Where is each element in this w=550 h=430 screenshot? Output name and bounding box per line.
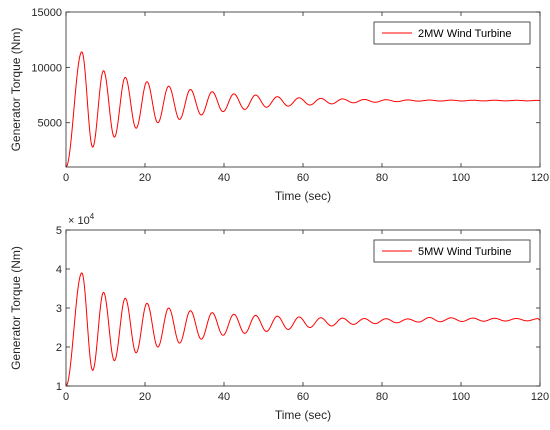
x-tick-label: 40 [218, 172, 230, 184]
y-tick-label: 5 [56, 225, 62, 237]
series-line-2mw [65, 51, 541, 168]
series-line-5mw [65, 272, 541, 387]
x-tick-label: 40 [218, 391, 230, 403]
ticks: 0 20 40 60 80 100 120 5000 10000 15000 [31, 7, 549, 184]
legend-entry-5mw: 5MW Wind Turbine [418, 246, 512, 258]
legend-box [373, 21, 531, 45]
y-axis-label: Generator Torque (Nm) [9, 246, 23, 370]
x-tick-label: 0 [63, 391, 69, 403]
legend: 5MW Wind Turbine [373, 239, 531, 263]
x-tick-label: 60 [297, 172, 309, 184]
x-tick-label: 120 [531, 172, 549, 184]
x-tick-label: 20 [139, 391, 151, 403]
y-tick-label: 10000 [31, 62, 62, 74]
y-tick-label: 5000 [38, 118, 62, 130]
y-tick-label: 2 [56, 342, 62, 354]
x-tick-label: 100 [452, 172, 470, 184]
y-tick-label: 15000 [31, 7, 62, 19]
y-tick-label: 1 [56, 381, 62, 393]
legend: 2MW Wind Turbine [373, 21, 531, 45]
legend-box [373, 239, 531, 263]
x-axis-label: Time (sec) [275, 189, 331, 203]
x-tick-label: 120 [531, 391, 549, 403]
x-tick-label: 0 [63, 172, 69, 184]
axes-box [65, 229, 541, 387]
x-tick-label: 60 [297, 391, 309, 403]
x-tick-label: 20 [139, 172, 151, 184]
x-axis-label: Time (sec) [275, 408, 331, 422]
x-tick-label: 100 [452, 391, 470, 403]
y-axis-exponent: × 104 [68, 212, 95, 227]
y-tick-label: 4 [56, 264, 62, 276]
x-tick-label: 80 [376, 391, 388, 403]
legend-entry-2mw: 2MW Wind Turbine [418, 28, 512, 40]
torque-plot-5mw: 0 20 40 60 80 100 120 1 2 3 4 5 Generator Torque (N… [9, 212, 549, 422]
torque-plot-2mw: 0 20 40 60 80 100 120 5000 10000 15000 Generator … [9, 7, 549, 203]
axes-box [65, 11, 541, 168]
ticks: 0 20 40 60 80 100 120 1 2 3 4 5 [56, 225, 549, 403]
y-axis-label: Generator Torque (Nm) [9, 28, 23, 152]
x-tick-label: 80 [376, 172, 388, 184]
y-tick-label: 3 [56, 303, 62, 315]
